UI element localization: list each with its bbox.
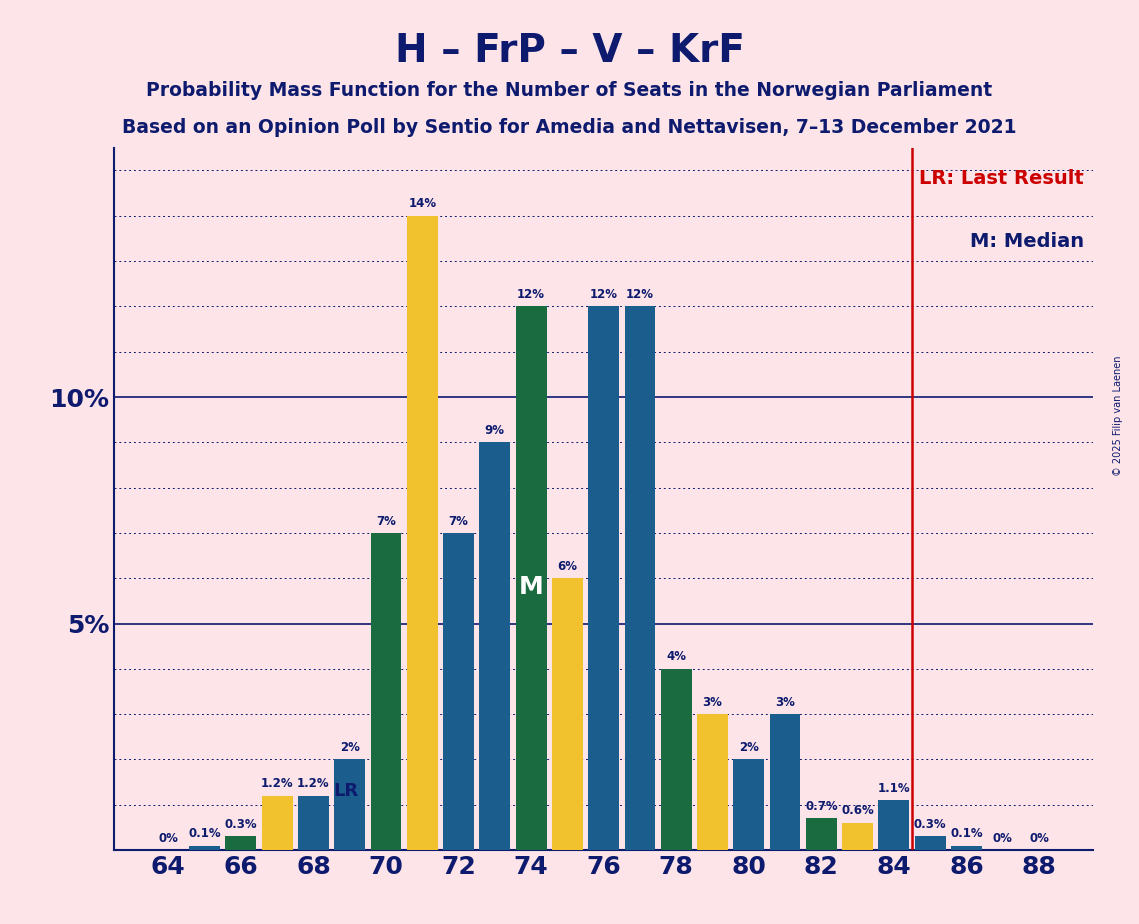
Text: 0.7%: 0.7% [805,800,837,813]
Text: 12%: 12% [590,288,617,301]
Text: © 2025 Filip van Laenen: © 2025 Filip van Laenen [1114,356,1123,476]
Text: 3%: 3% [776,696,795,709]
Text: H – FrP – V – KrF: H – FrP – V – KrF [394,32,745,70]
Bar [951,845,982,850]
Bar [298,796,329,850]
Bar [842,823,872,850]
Bar [552,578,583,850]
Bar [226,836,256,850]
Bar [480,443,510,850]
Bar [697,714,728,850]
Bar [516,307,547,850]
Bar [407,216,437,850]
Bar [770,714,801,850]
Bar [661,669,691,850]
Bar [189,845,220,850]
Text: 0.6%: 0.6% [842,805,874,818]
Bar [262,796,293,850]
Text: Based on an Opinion Poll by Sentio for Amedia and Nettavisen, 7–13 December 2021: Based on an Opinion Poll by Sentio for A… [122,118,1017,138]
Text: 7%: 7% [449,515,468,528]
Text: 0.1%: 0.1% [950,827,983,840]
Text: LR: LR [334,783,359,800]
Bar [588,307,620,850]
Text: 1.2%: 1.2% [261,777,294,790]
Text: 0%: 0% [158,832,179,845]
Text: 0%: 0% [993,832,1013,845]
Text: 3%: 3% [703,696,722,709]
Bar [370,533,401,850]
Text: 14%: 14% [408,198,436,211]
Text: 7%: 7% [376,515,396,528]
Text: LR: Last Result: LR: Last Result [919,169,1083,188]
Bar [915,836,945,850]
Text: 1.2%: 1.2% [297,777,330,790]
Text: M: M [518,576,543,600]
Bar [443,533,474,850]
Text: 9%: 9% [485,424,505,437]
Bar [335,760,366,850]
Text: 0.1%: 0.1% [188,827,221,840]
Text: 12%: 12% [626,288,654,301]
Text: M: Median: M: Median [969,232,1083,251]
Text: 0.3%: 0.3% [224,818,257,831]
Text: 0.3%: 0.3% [913,818,947,831]
Text: 0%: 0% [1029,832,1049,845]
Text: 12%: 12% [517,288,546,301]
Bar [806,819,837,850]
Text: 2%: 2% [339,741,360,754]
Bar [878,800,909,850]
Text: 2%: 2% [739,741,759,754]
Text: Probability Mass Function for the Number of Seats in the Norwegian Parliament: Probability Mass Function for the Number… [147,81,992,101]
Bar [734,760,764,850]
Text: 6%: 6% [557,560,577,573]
Text: 4%: 4% [666,650,686,663]
Bar [624,307,655,850]
Text: 1.1%: 1.1% [877,782,910,795]
